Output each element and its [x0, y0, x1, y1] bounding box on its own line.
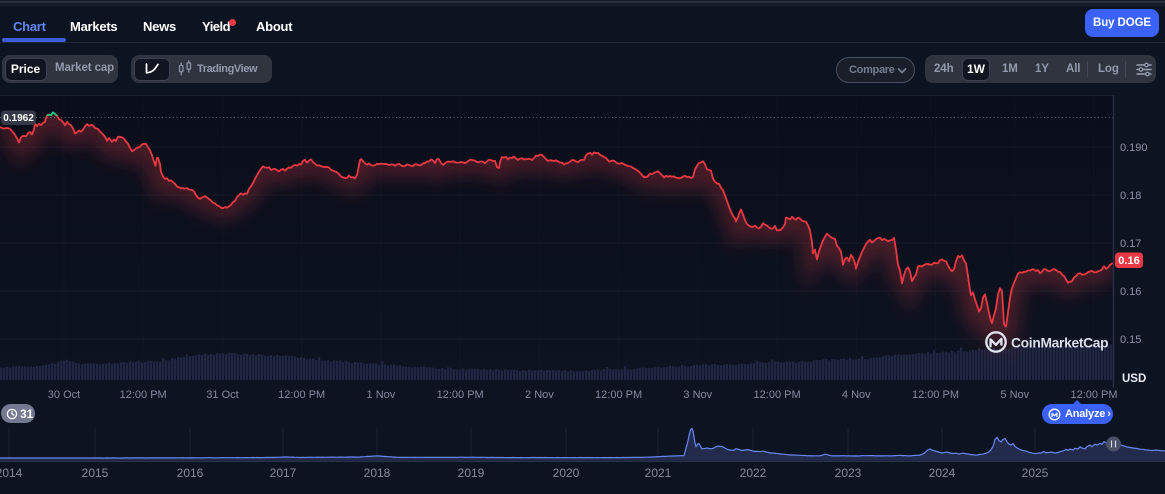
- svg-text:0.16: 0.16: [1120, 286, 1141, 298]
- svg-text:2017: 2017: [270, 466, 297, 480]
- svg-text:4 Nov: 4 Nov: [842, 389, 871, 401]
- svg-text:2021: 2021: [645, 466, 672, 480]
- svg-text:2020: 2020: [553, 466, 580, 480]
- svg-text:0.18: 0.18: [1120, 190, 1141, 202]
- svg-text:31 Oct: 31 Oct: [206, 389, 238, 401]
- svg-text:5 Nov: 5 Nov: [1000, 389, 1029, 401]
- svg-text:12:00 PM: 12:00 PM: [912, 389, 959, 401]
- svg-text:CoinMarketCap: CoinMarketCap: [1011, 336, 1108, 351]
- svg-text:2024: 2024: [929, 466, 956, 480]
- svg-text:0.190: 0.190: [1120, 142, 1148, 154]
- svg-text:12:00 PM: 12:00 PM: [278, 389, 325, 401]
- svg-text:30 Oct: 30 Oct: [48, 389, 80, 401]
- svg-text:0.1962: 0.1962: [3, 113, 34, 124]
- svg-text:2 Nov: 2 Nov: [525, 389, 554, 401]
- svg-text:12:00 PM: 12:00 PM: [595, 389, 642, 401]
- svg-text:0.17: 0.17: [1120, 238, 1141, 250]
- svg-text:1 Nov: 1 Nov: [367, 389, 396, 401]
- svg-text:2018: 2018: [364, 466, 391, 480]
- svg-text:2022: 2022: [740, 466, 767, 480]
- svg-text:0.15: 0.15: [1120, 334, 1141, 346]
- svg-text:USD: USD: [1122, 373, 1146, 385]
- svg-text:12:00 PM: 12:00 PM: [754, 389, 801, 401]
- svg-text:2025: 2025: [1022, 466, 1049, 480]
- svg-text:2019: 2019: [458, 466, 485, 480]
- svg-text:0.16: 0.16: [1118, 255, 1139, 267]
- svg-text:2023: 2023: [835, 466, 862, 480]
- svg-text:12:00 PM: 12:00 PM: [1070, 389, 1117, 401]
- svg-text:2016: 2016: [177, 466, 204, 480]
- svg-text:12:00 PM: 12:00 PM: [437, 389, 484, 401]
- svg-text:2015: 2015: [82, 466, 109, 480]
- svg-text:3 Nov: 3 Nov: [683, 389, 712, 401]
- svg-text:12:00 PM: 12:00 PM: [120, 389, 167, 401]
